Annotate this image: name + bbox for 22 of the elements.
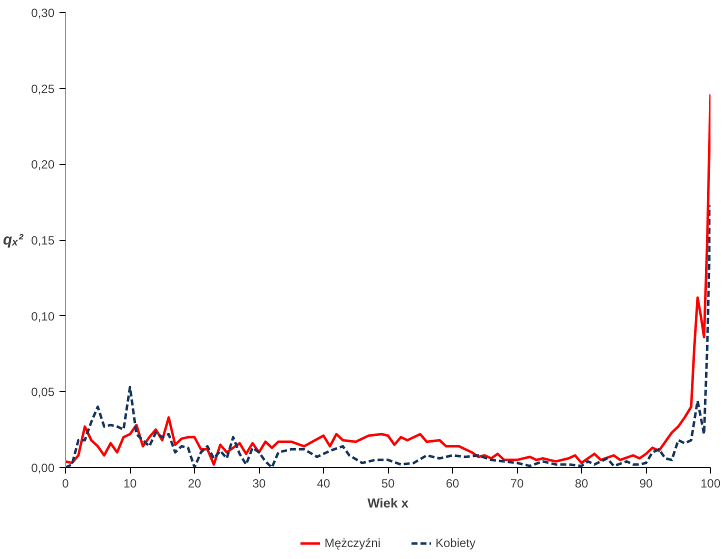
x-tick-label: 80 xyxy=(574,476,588,490)
y-tick-label: 0,25 xyxy=(31,82,55,96)
y-axis-title: qₓ² xyxy=(3,232,24,248)
x-tick-label: 70 xyxy=(510,476,524,490)
x-tick-label: 50 xyxy=(381,476,395,490)
y-tick-label: 0,30 xyxy=(31,6,55,20)
y-tick-label: 0,15 xyxy=(31,234,55,248)
x-tick-label: 10 xyxy=(123,476,137,490)
x-tick-label: 0 xyxy=(62,476,70,490)
x-axis-title: Wiek x xyxy=(367,496,410,510)
x-tick-label: 20 xyxy=(188,476,202,490)
x-tick-label: 30 xyxy=(252,476,266,490)
legend-label: Mężczyźni xyxy=(324,536,380,550)
y-tick-label: 0,20 xyxy=(31,158,55,172)
y-tick-label: 0,10 xyxy=(31,309,55,324)
y-tick-label: 0,00 xyxy=(31,461,55,475)
x-tick-label: 40 xyxy=(316,476,330,490)
y-tick-label: 0,05 xyxy=(31,385,55,400)
x-tick-label: 100 xyxy=(700,476,721,490)
x-tick-label: 60 xyxy=(446,476,460,490)
legend-label: Kobiety xyxy=(435,536,476,550)
x-tick-label: 90 xyxy=(639,476,653,490)
